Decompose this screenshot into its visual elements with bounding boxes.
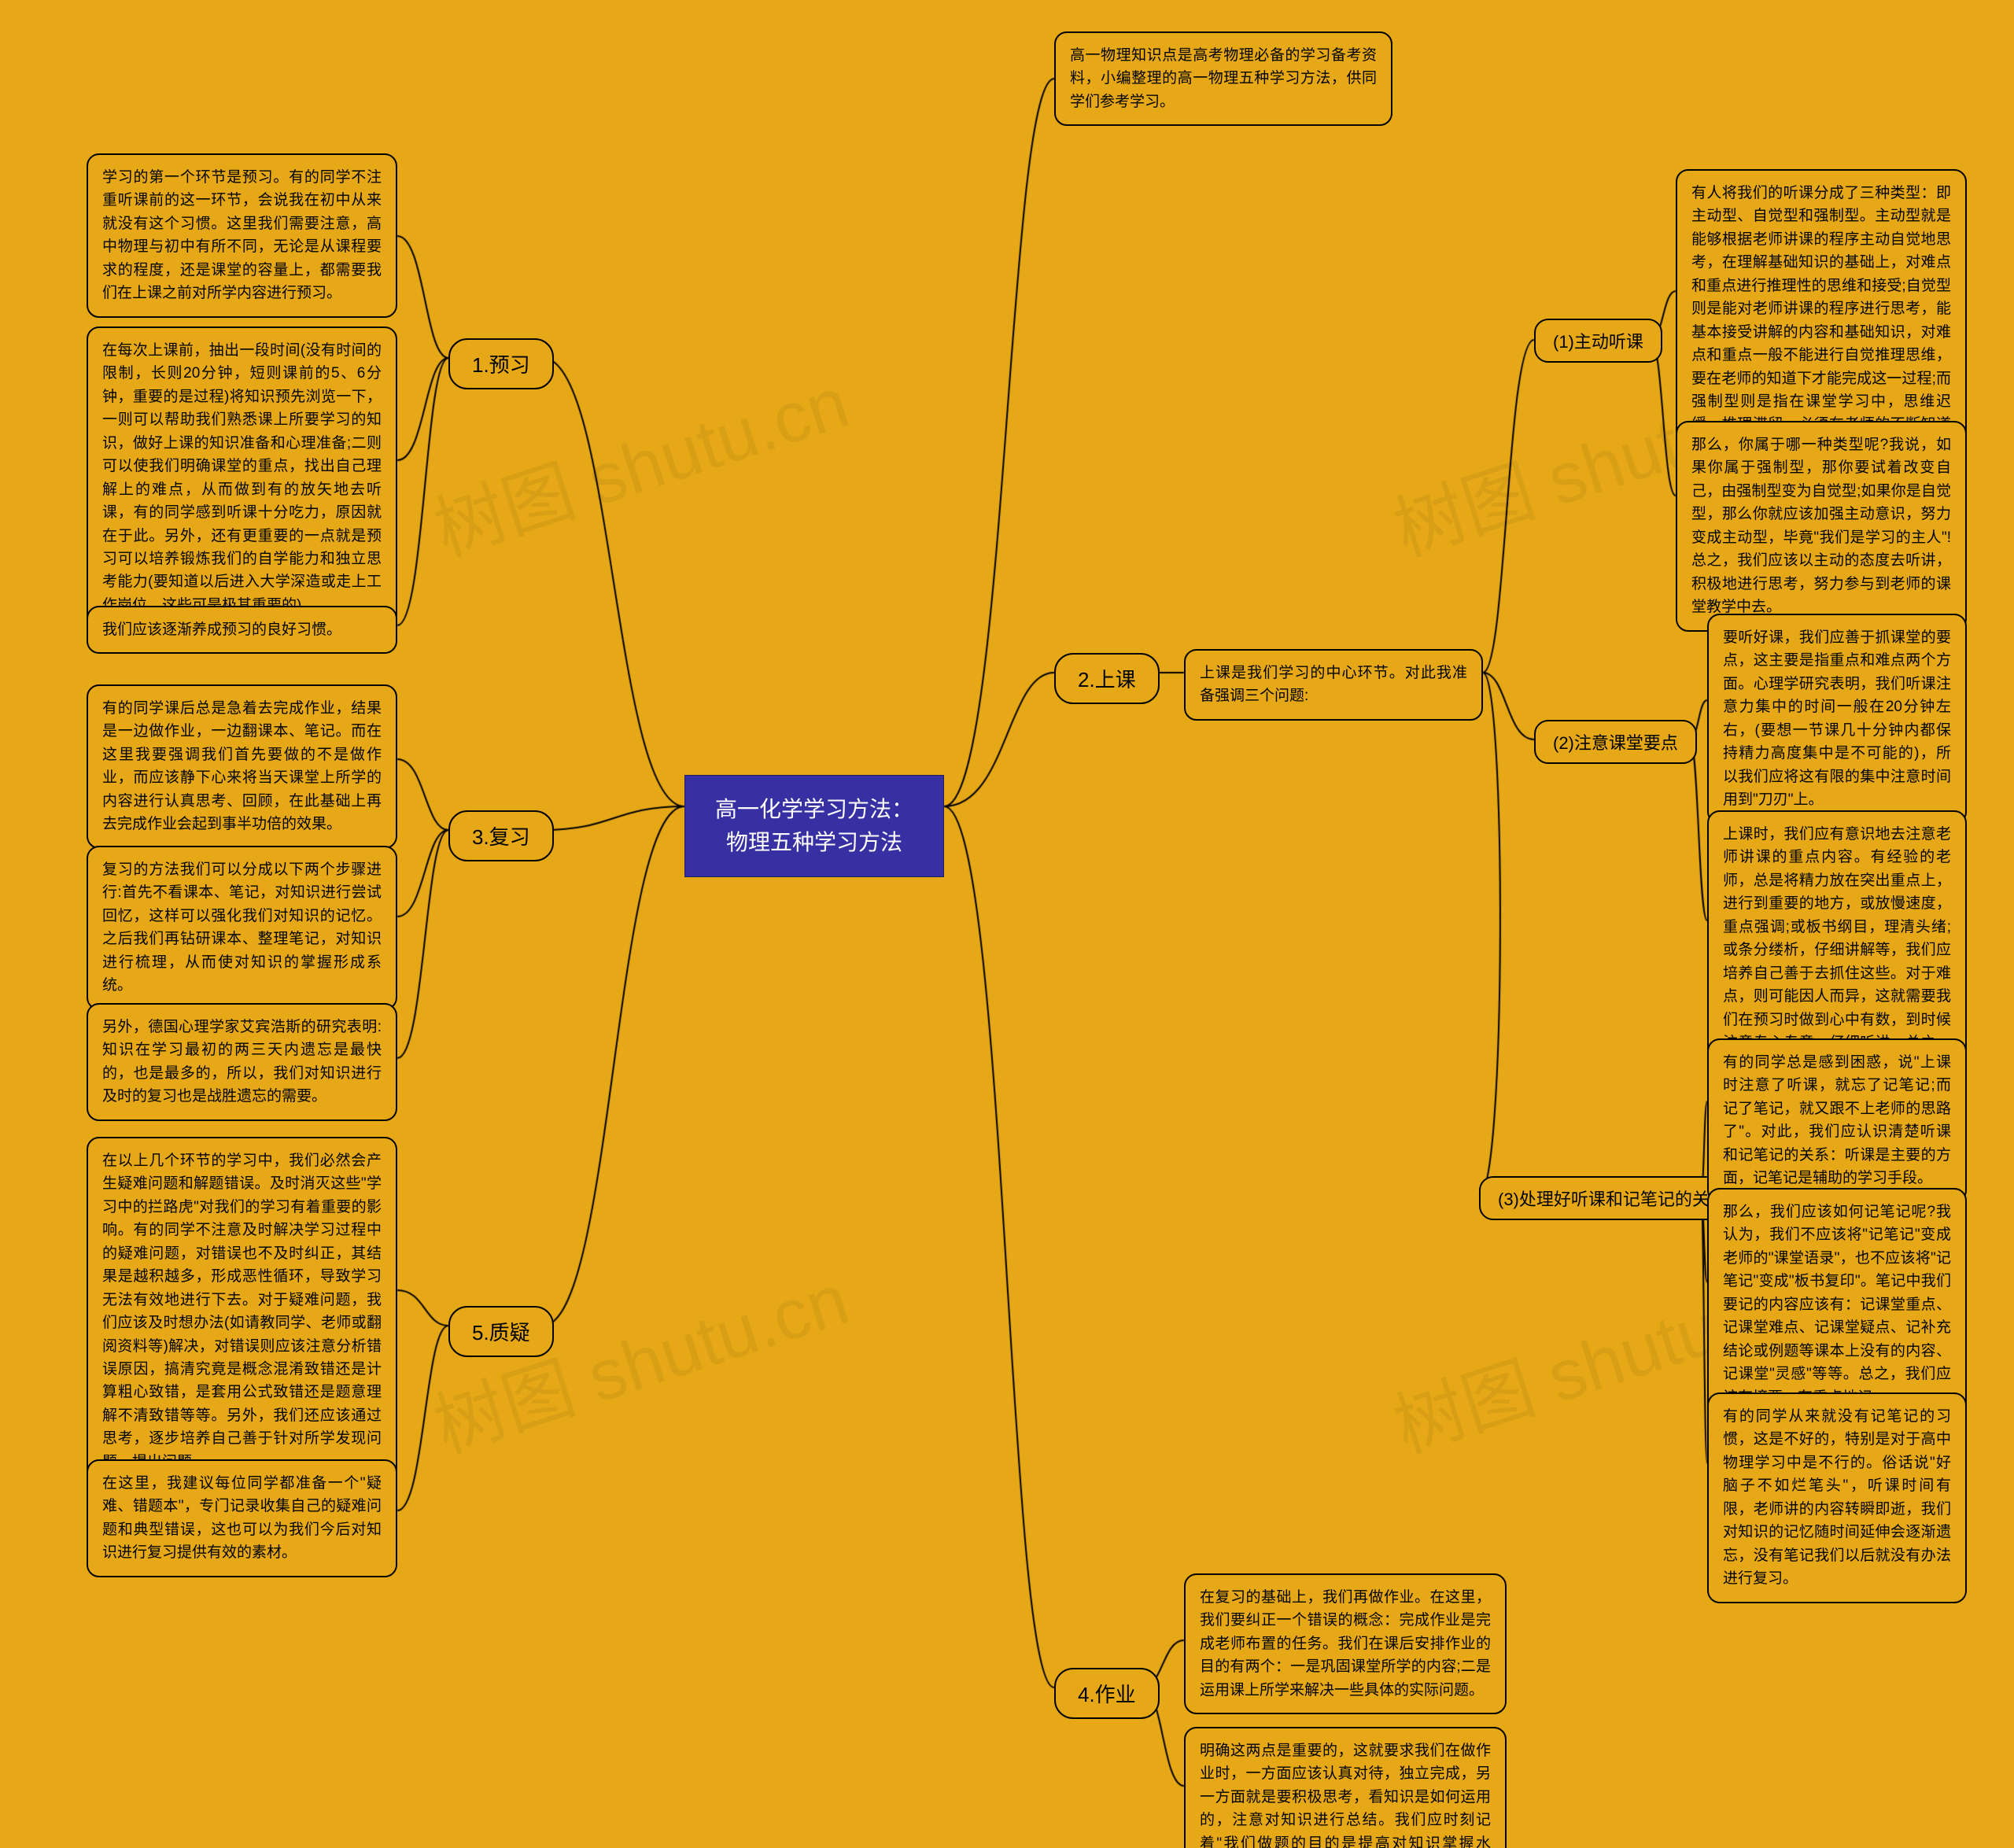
leaf: 在每次上课前，抽出一段时间(没有时间的限制，长则20分钟，短则课前的5、6分钟，… — [87, 326, 397, 629]
sub-2-2[interactable]: (2)注意课堂要点 — [1534, 720, 1697, 764]
leaf: 另外，德国心理学家艾宾浩斯的研究表明:知识在学习最初的两三天内遗忘是最快的，也是… — [87, 1003, 397, 1121]
leaf: 明确这两点是重要的，这就要求我们在做作业时，一方面应该认真对待，独立完成，另一方… — [1184, 1727, 1507, 1848]
topic-3-review[interactable]: 3.复习 — [448, 810, 554, 861]
leaf: 复习的方法我们可以分成以下两个步骤进行:首先不看课本、笔记，对知识进行尝试回忆，… — [87, 846, 397, 1010]
intro-leaf: 高一物理知识点是高考物理必备的学习备考资料，小编整理的高一物理五种学习方法，供同… — [1054, 31, 1392, 126]
sub-2-1[interactable]: (1)主动听课 — [1534, 319, 1662, 363]
leaf: 学习的第一个环节是预习。有的同学不注重听课前的这一环节，会说我在初中从来就没有这… — [87, 153, 397, 318]
topic-4-homework[interactable]: 4.作业 — [1054, 1668, 1160, 1719]
leaf: 要听好课，我们应善于抓课堂的要点，这主要是指重点和难点两个方面。心理学研究表明，… — [1707, 614, 1967, 824]
topic-2-class[interactable]: 2.上课 — [1054, 653, 1160, 704]
sub-2-3[interactable]: (3)处理好听课和记笔记的关系 — [1479, 1176, 1746, 1220]
leaf: 那么，我们应该如何记笔记呢?我认为，我们不应该将"记笔记"变成老师的"课堂语录"… — [1707, 1188, 1967, 1422]
leaf: 有的同学从来就没有记笔记的习惯，这是不好的，特别是对于高中物理学习中是不行的。俗… — [1707, 1392, 1967, 1603]
leaf: 有的同学总是感到困惑，说"上课时注意了听课，就忘了记笔记;而记了笔记，就又跟不上… — [1707, 1038, 1967, 1203]
leaf: 在以上几个环节的学习中，我们必然会产生疑难问题和解题错误。及时消灭这些"学习中的… — [87, 1137, 397, 1486]
root-node[interactable]: 高一化学学习方法：物理五种学习方法 — [684, 775, 944, 877]
leaf: 我们应该逐渐养成预习的良好习惯。 — [87, 606, 397, 654]
topic-5-question[interactable]: 5.质疑 — [448, 1306, 554, 1357]
leaf: 那么，你属于哪一种类型呢?我说，如果你属于强制型，那你要试着改变自己，由强制型变… — [1676, 421, 1967, 632]
leaf: 在复习的基础上，我们再做作业。在这里，我们要纠正一个错误的概念：完成作业是完成老… — [1184, 1573, 1507, 1714]
topic-1-preview[interactable]: 1.预习 — [448, 338, 554, 389]
leaf: 在这里，我建议每位同学都准备一个"疑难、错题本"，专门记录收集自己的疑难问题和典… — [87, 1459, 397, 1577]
leaf: 上课是我们学习的中心环节。对此我准备强调三个问题: — [1184, 649, 1483, 721]
leaf: 有的同学课后总是急着去完成作业，结果是一边做作业，一边翻课本、笔记。而在这里我要… — [87, 684, 397, 849]
